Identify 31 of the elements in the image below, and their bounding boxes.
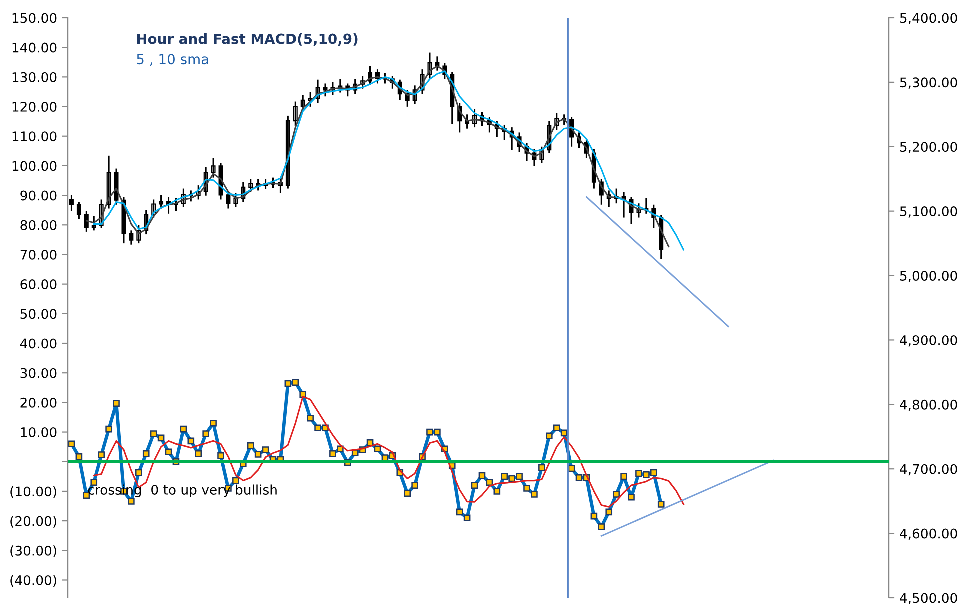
y-tick-label: 140.00 [12, 42, 57, 53]
y-tick-label: 120.00 [12, 102, 57, 112]
y2-tick-label: 4,700.00 [900, 464, 958, 476]
y-tick-label: 110.00 [12, 132, 57, 142]
y2-tick-label: 5,300.00 [900, 78, 958, 89]
y-tick-label: 70.00 [20, 250, 57, 260]
y-tick-label: 20.00 [20, 398, 57, 408]
y-tick-label: (40.00) [10, 575, 56, 587]
y-tick-label: 40.00 [20, 338, 57, 349]
y-tick-label: 100.00 [12, 161, 57, 172]
y-tick-label: 30.00 [20, 368, 57, 378]
y-tick-label: 60.00 [20, 280, 57, 290]
y-tick-label: 130.00 [12, 72, 57, 82]
y2-tick-label: 4,500.00 [900, 593, 958, 605]
y2-tick-label: 5,400.00 [900, 13, 958, 25]
text: Hour and Fast MACD(5,10,9) [137, 34, 358, 46]
y-tick-label: 10.00 [21, 428, 57, 438]
y-tick-label: (30.00) [10, 546, 56, 558]
y-tick-label: (20.00) [10, 516, 56, 528]
y-tick-label: (10.00) [10, 486, 56, 498]
y2-tick-label: 5,000.00 [900, 271, 958, 282]
y2-tick-label: 5,200.00 [900, 142, 958, 154]
y2-tick-label: 5,100.00 [900, 206, 958, 218]
y-tick-label: 50.00 [20, 309, 57, 320]
y-tick-label: 80.00 [20, 220, 57, 230]
y2-tick-label: 4,800.00 [900, 400, 958, 412]
y-tick-label: 150.00 [12, 13, 57, 24]
y-tick-label: 90.00 [20, 190, 57, 201]
text: 5 , 10 sma [137, 54, 208, 66]
y2-tick-label: 4,900.00 [900, 335, 958, 347]
y2-tick-label: 4,600.00 [900, 528, 958, 540]
